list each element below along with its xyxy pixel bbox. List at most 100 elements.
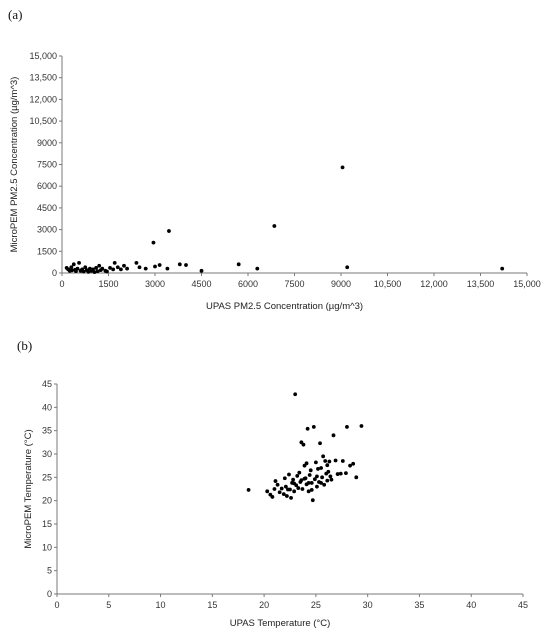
panel-b-data-point — [300, 487, 305, 491]
panel-a-data-point — [81, 269, 86, 274]
panel-b-y-tick-label: 30 — [42, 449, 52, 459]
panel-b-data-point — [289, 495, 293, 500]
panel-b-data-point — [310, 498, 315, 503]
panel-b-data-point — [279, 486, 284, 491]
panel-b-data-point — [311, 425, 316, 429]
panel-b-data-point — [309, 488, 314, 492]
panel-a-data-point — [77, 260, 81, 265]
panel-b-data-point — [322, 482, 327, 487]
panel-b-data-point — [282, 476, 287, 481]
panel-b-x-tick-label: 45 — [518, 600, 528, 610]
panel-a-y-tick-label: 4500 — [37, 203, 57, 213]
panel-b-data-point — [340, 459, 345, 463]
panel-b-data-point — [284, 494, 289, 498]
panel-b-x-axis-title: UPAS Temperature (°C) — [230, 618, 331, 629]
panel-b-data-point — [321, 454, 326, 459]
panel-b-data-point — [295, 474, 300, 478]
panel-b-y-tick-label: 5 — [47, 566, 52, 576]
panel-b-x-tick-label: 25 — [311, 600, 321, 610]
panel-b-data-point — [283, 484, 288, 489]
panel-b-data-point — [315, 484, 319, 489]
panel-b-data-point — [265, 489, 270, 494]
panel-b-data-point — [292, 481, 297, 486]
panel-b-data-point — [345, 425, 349, 429]
panel-b-data-point — [275, 482, 280, 487]
panel-a-data-point — [500, 266, 505, 271]
panel-b-data-point — [327, 459, 332, 464]
panel-b-data-point — [344, 471, 348, 476]
panel-b-y-tick-label: 0 — [47, 589, 52, 599]
panel-b-data-point — [308, 468, 313, 473]
panel-a-data-point — [69, 265, 74, 270]
panel-b-data-point — [325, 478, 330, 483]
panel-a-data-point — [83, 265, 88, 270]
panel-a-x-axis-title: UPAS PM2.5 Concentration (µg/m^3) — [206, 301, 363, 312]
panel-b-data-point — [306, 481, 311, 485]
panel-b-data-point — [304, 461, 309, 466]
panel-b-data-point — [323, 459, 328, 463]
panel-b-x-tick-label: 30 — [363, 600, 373, 610]
panel-b-x-tick-label: 0 — [54, 600, 59, 610]
panel-a-x-tick-label: 10,500 — [374, 279, 402, 289]
panel-a-data-point — [108, 266, 112, 270]
panel-b-data-point — [319, 466, 323, 470]
panel-b-data-point — [302, 476, 307, 481]
panel-b-y-tick-label: 15 — [42, 519, 52, 529]
panel-b-data-point — [297, 470, 302, 475]
panel-b-data-point — [246, 488, 251, 492]
panel-b-x-tick-label: 15 — [207, 600, 217, 610]
panel-b-data-point — [291, 477, 296, 482]
panel-b-data-point — [359, 424, 364, 428]
panel-a-x-tick-label: 15,000 — [513, 279, 541, 289]
panel-b-y-tick-label: 25 — [42, 472, 52, 482]
panel-a-x-tick-label: 0 — [59, 279, 64, 289]
panel-b-data-point — [338, 471, 343, 476]
panel-a-data-point — [71, 262, 76, 267]
panel-b-y-tick-label: 40 — [42, 402, 52, 412]
panel-a-label: (a) — [8, 7, 23, 22]
panel-a-data-point — [157, 263, 162, 267]
panel-b-data-point — [293, 392, 298, 397]
panel-b-chart: 0 5 10 15 20 25 30 35 40 45 0 5 10 15 20 25 30 35 40 45 UPAS… — [23, 379, 528, 629]
panel-a-y-tick-label: 1500 — [37, 246, 57, 256]
panel-b-data-point — [354, 475, 359, 480]
panel-a-data-point — [122, 263, 126, 268]
panel-b-y-axis-title: MicroPEM Temperature (°C) — [23, 429, 34, 548]
panel-b-y-tick-label: 20 — [42, 496, 52, 506]
panel-a-data-point — [112, 260, 117, 265]
panel-a-data-point — [70, 268, 74, 273]
panel-a-x-tick-label: 3000 — [145, 279, 165, 289]
panel-b-data-point — [305, 426, 310, 431]
panel-a-y-tick-label: 0 — [52, 268, 57, 278]
panel-a-data-point — [153, 264, 157, 269]
panel-a-data-point — [92, 270, 97, 275]
panel-b-data-point — [335, 472, 340, 476]
panel-b-data-point — [306, 489, 311, 494]
panel-a-data-point — [95, 269, 100, 274]
panel-b-data-point — [325, 463, 330, 468]
panel-a-y-tick-label: 6000 — [37, 181, 57, 191]
panel-a-x-tick-label: 6000 — [238, 279, 258, 289]
panel-a-data-point — [236, 262, 241, 267]
panel-b-data-point — [309, 481, 314, 485]
panel-a-data-point — [100, 266, 105, 271]
panel-a-x-tick-label: 12,000 — [420, 279, 448, 289]
panel-b-x-tick-label: 35 — [414, 600, 424, 610]
panel-a-y-tick-label: 13,500 — [29, 73, 57, 83]
panel-b-data-point — [329, 477, 334, 482]
panel-a-data-point — [137, 265, 142, 270]
panel-a-data-point — [97, 263, 102, 268]
panel-b-data-point — [351, 461, 356, 466]
panel-a-data-point — [177, 262, 182, 267]
panel-a-y-tick-label: 9000 — [37, 138, 57, 148]
panel-a-x-tick-label: 7500 — [284, 279, 304, 289]
panel-b-data-point — [299, 478, 304, 483]
panel-a-data-point — [94, 266, 98, 270]
panel-a-x-tick-label: 13,500 — [467, 279, 495, 289]
panel-a-data-point — [115, 265, 120, 270]
panel-b-data-point — [320, 475, 325, 480]
panel-a-data-point — [86, 269, 91, 274]
panel-b-data-point — [281, 492, 286, 497]
panel-b-data-point — [272, 487, 277, 491]
panel-a-data-point — [272, 224, 277, 228]
